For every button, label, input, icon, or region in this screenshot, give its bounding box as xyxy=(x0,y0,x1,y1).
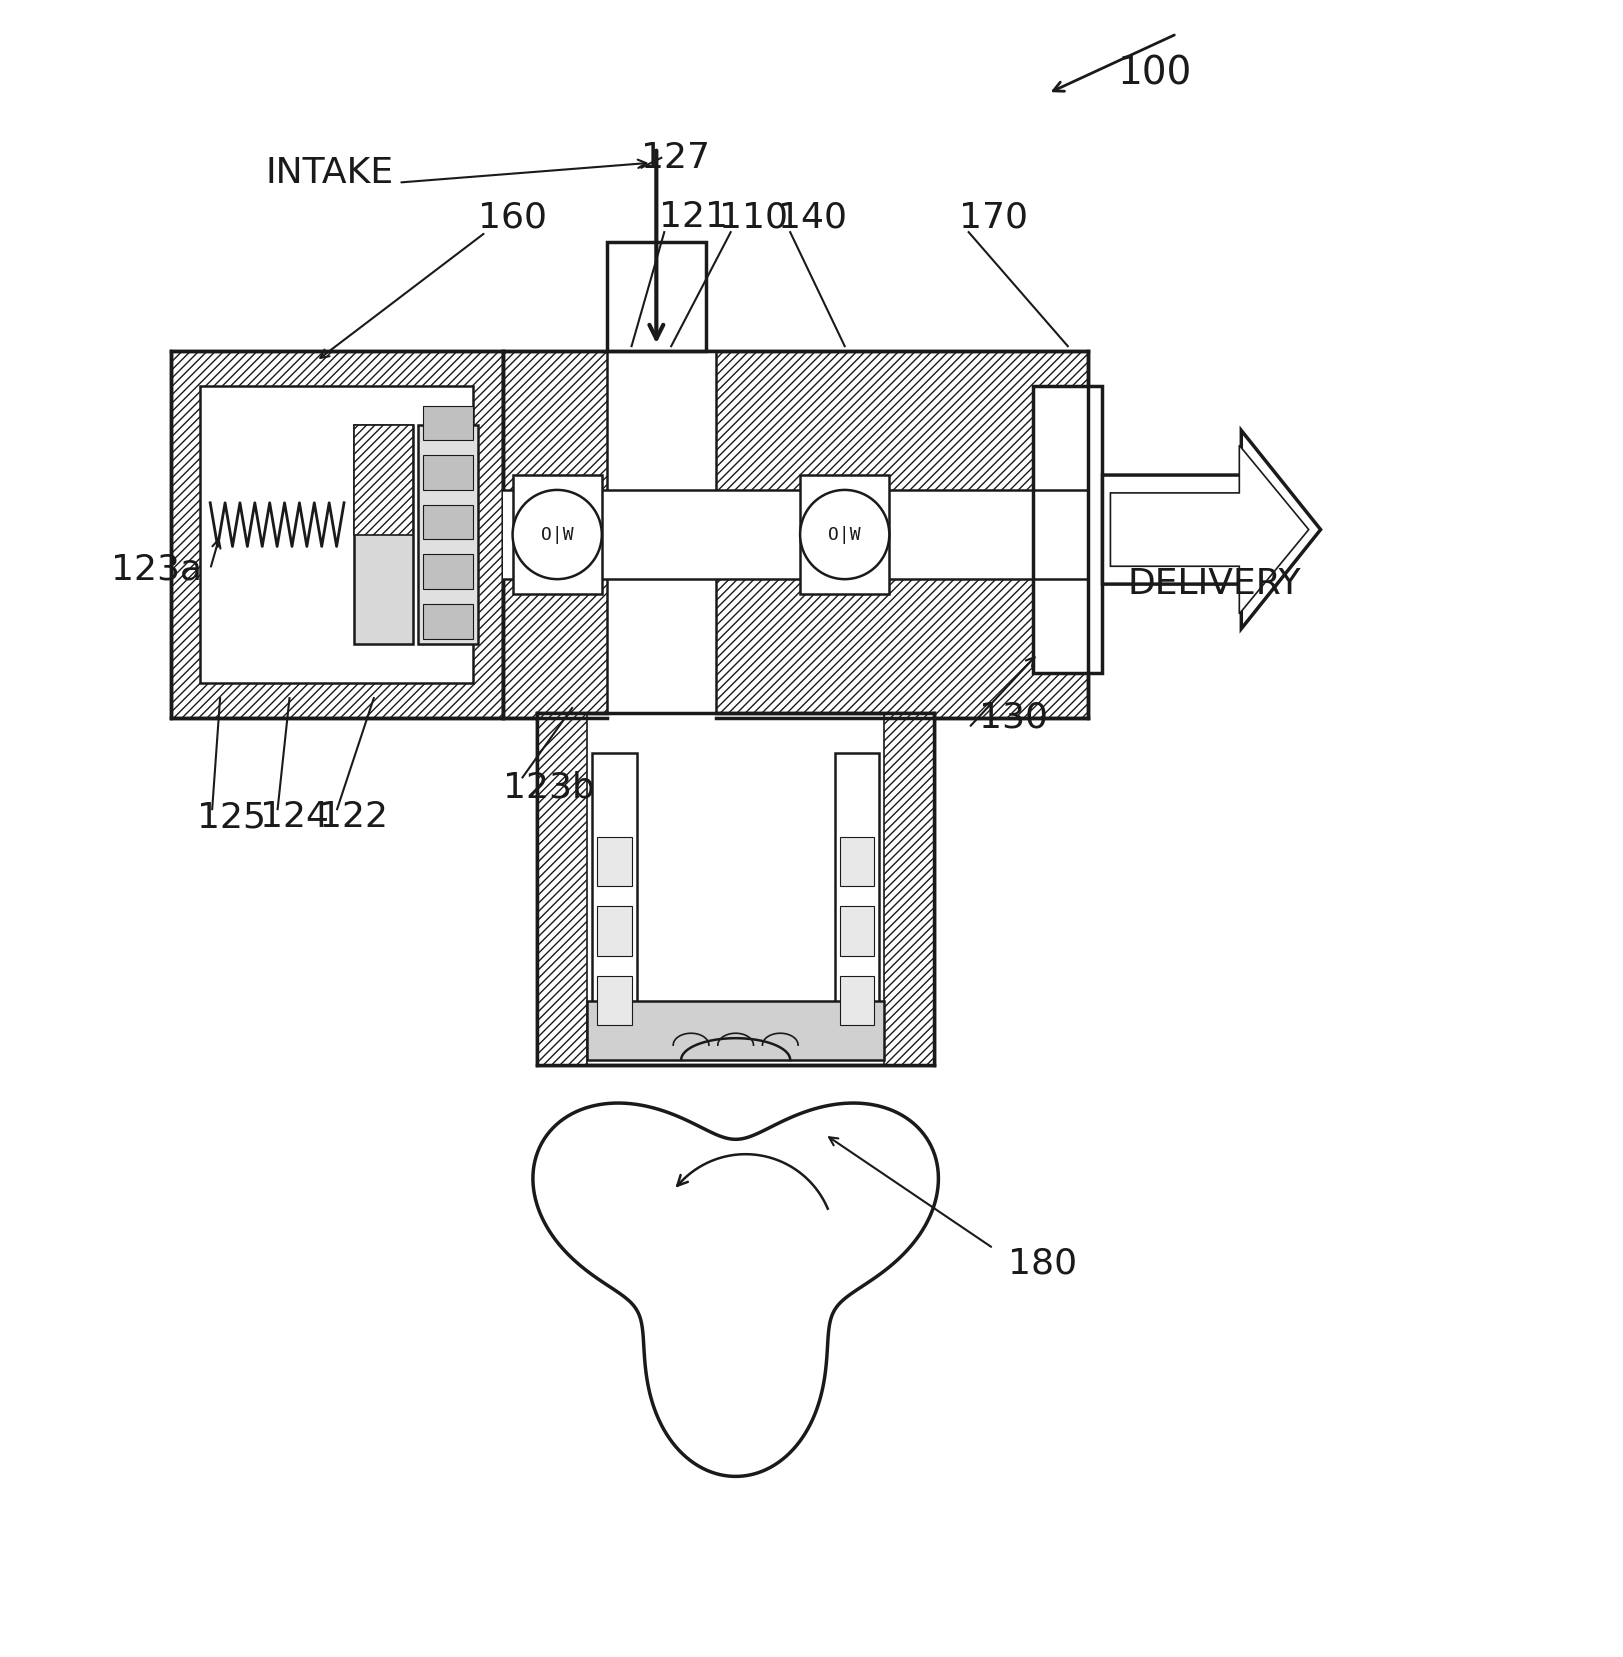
Bar xyxy=(424,456,472,490)
Bar xyxy=(597,837,631,886)
Polygon shape xyxy=(532,1104,938,1476)
Text: 140: 140 xyxy=(777,200,847,234)
Text: O|W: O|W xyxy=(828,525,860,543)
Bar xyxy=(885,713,933,1065)
Bar xyxy=(354,426,414,535)
Text: 160: 160 xyxy=(477,200,547,234)
Bar xyxy=(834,752,880,1036)
Text: 110: 110 xyxy=(719,200,787,234)
Text: 124: 124 xyxy=(260,800,328,833)
Text: 122: 122 xyxy=(320,800,388,833)
Bar xyxy=(839,976,873,1026)
Bar xyxy=(607,242,706,351)
Bar xyxy=(839,837,873,886)
Circle shape xyxy=(513,490,602,580)
Text: 130: 130 xyxy=(979,701,1047,736)
Text: INTAKE: INTAKE xyxy=(265,156,393,189)
Bar xyxy=(503,351,1087,717)
Text: 180: 180 xyxy=(1008,1246,1076,1281)
Bar xyxy=(503,490,1087,580)
Polygon shape xyxy=(1110,446,1308,613)
Bar xyxy=(419,426,477,643)
Bar xyxy=(424,406,472,441)
Bar xyxy=(800,476,889,593)
Bar xyxy=(591,752,636,1036)
Bar xyxy=(1032,386,1102,673)
Text: 170: 170 xyxy=(958,200,1027,234)
Bar xyxy=(607,351,716,717)
Bar xyxy=(839,906,873,956)
Bar xyxy=(597,976,631,1026)
Text: 123b: 123b xyxy=(503,771,594,804)
Bar xyxy=(537,713,933,1065)
Bar xyxy=(354,426,414,643)
Bar xyxy=(597,906,631,956)
Text: 121: 121 xyxy=(659,200,727,234)
Text: O|W: O|W xyxy=(540,525,573,543)
Text: 125: 125 xyxy=(196,800,266,833)
Bar xyxy=(200,386,472,683)
Text: DELIVERY: DELIVERY xyxy=(1126,567,1300,601)
Bar xyxy=(513,476,602,593)
Text: 100: 100 xyxy=(1117,55,1191,93)
Bar xyxy=(170,351,503,717)
Text: 123a: 123a xyxy=(110,552,201,587)
Bar xyxy=(424,603,472,638)
Circle shape xyxy=(800,490,889,580)
Bar xyxy=(586,1001,885,1060)
Bar xyxy=(424,555,472,590)
Bar xyxy=(537,713,586,1065)
Text: 127: 127 xyxy=(641,141,709,174)
Polygon shape xyxy=(1102,431,1319,628)
Bar xyxy=(424,505,472,540)
